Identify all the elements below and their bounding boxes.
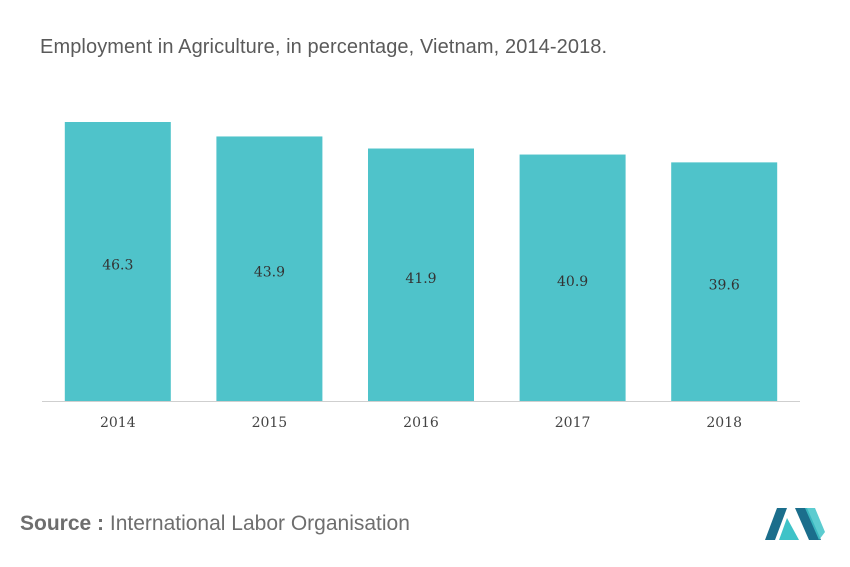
bar-2017 — [519, 154, 626, 401]
source-note: Source : International Labor Organisatio… — [20, 512, 410, 536]
logo-left-shape — [765, 508, 787, 540]
data-label-2018: 39.6 — [709, 278, 740, 294]
logo-right-shape — [795, 508, 821, 540]
company-logo-icon — [765, 508, 825, 540]
source-label: Source : — [20, 512, 105, 535]
x-tick-label-2014: 2014 — [100, 415, 136, 431]
chart-title: Employment in Agriculture, in percentage… — [40, 36, 608, 58]
data-label-2014: 46.3 — [102, 258, 133, 274]
bar-2018 — [671, 162, 778, 401]
x-tick-label-2018: 2018 — [706, 415, 742, 431]
bar-2016 — [368, 148, 474, 401]
x-tick-label-2016: 2016 — [403, 415, 439, 431]
data-label-2015: 43.9 — [254, 265, 285, 281]
bar-2014 — [64, 122, 171, 401]
logo-middle-shape — [779, 518, 799, 540]
x-tick-label-2017: 2017 — [555, 415, 591, 431]
bar-2015 — [216, 136, 323, 401]
x-tick-labels-group: 2014 2015 2016 2017 2018 — [100, 415, 742, 431]
bars-group: 46.3 43.9 41.9 40.9 39.6 — [64, 122, 778, 401]
x-tick-label-2015: 2015 — [252, 415, 288, 431]
logo-accent-shape — [805, 508, 825, 540]
data-label-2017: 40.9 — [557, 274, 588, 290]
source-text: International Labor Organisation — [109, 512, 410, 535]
data-label-2016: 41.9 — [405, 271, 436, 287]
